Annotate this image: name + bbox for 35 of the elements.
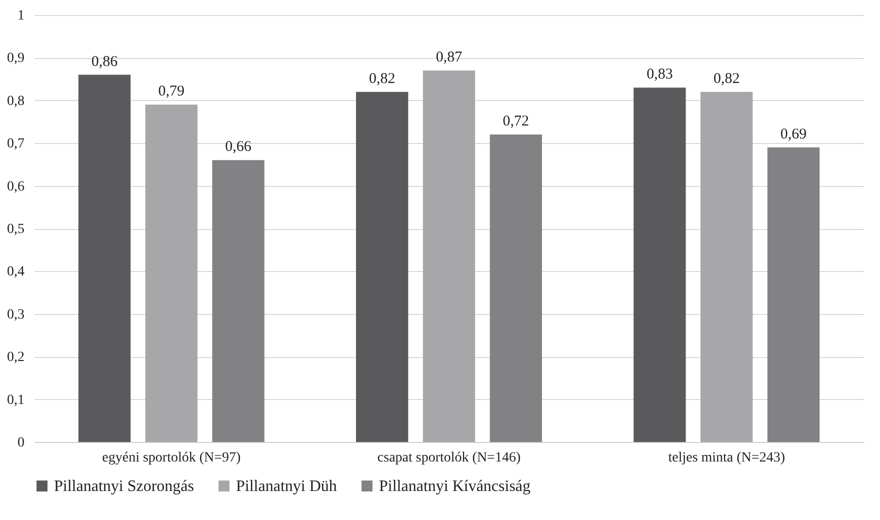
data-label: 0,87 (436, 50, 463, 66)
y-tick-label: 0,4 (7, 264, 24, 280)
x-tick-label: csapat sportolók (N=146) (377, 450, 521, 466)
y-tick-label: 0,5 (7, 222, 24, 237)
data-label: 0,86 (91, 54, 118, 70)
data-label: 0,83 (646, 66, 673, 83)
bar (145, 104, 198, 442)
bar (78, 74, 131, 442)
y-tick-label: 0,2 (7, 350, 24, 366)
legend-label: Pillanatnyi Kíváncsiság (379, 478, 531, 495)
bar (212, 160, 264, 442)
x-tick-label: teljes minta (N=243) (668, 450, 786, 466)
y-tick-label: 0,1 (7, 392, 24, 408)
bar (490, 134, 542, 442)
y-tick-label: 0,6 (7, 179, 24, 194)
data-label: 0,82 (713, 70, 740, 87)
data-label: 0,82 (368, 70, 396, 87)
bar (767, 147, 820, 442)
y-tick-label: 1 (18, 8, 24, 24)
y-tick-label: 0,8 (7, 94, 24, 109)
data-label: 0,66 (225, 139, 252, 156)
y-tick-label: 0,7 (7, 136, 24, 152)
data-label: 0,69 (780, 126, 807, 142)
y-tick-label: 0,9 (7, 51, 24, 66)
legend-label: Pillanatnyi Düh (236, 478, 337, 495)
data-label: 0,72 (502, 114, 530, 130)
x-tick-label: egyéni sportolók (N=97) (102, 450, 242, 466)
legend-label: Pillanatnyi Szorongás (54, 478, 194, 495)
bar (356, 92, 408, 442)
bar (700, 92, 753, 442)
data-label: 0,79 (158, 84, 185, 100)
bar (634, 88, 686, 442)
y-tick-label: 0 (18, 436, 24, 450)
y-tick-label: 0,3 (7, 307, 24, 322)
bar (422, 70, 476, 442)
